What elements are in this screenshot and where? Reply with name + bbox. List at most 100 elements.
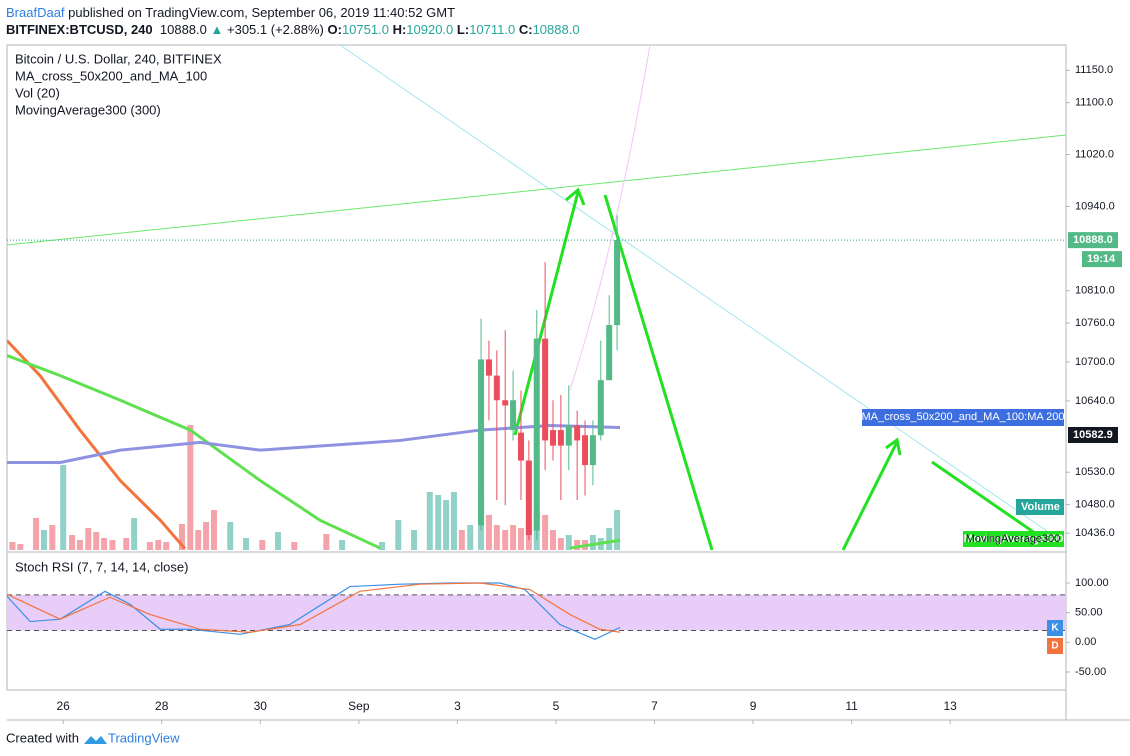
y-tick-label: 11100.0 (1075, 97, 1113, 109)
arrow-head (885, 437, 902, 456)
volume-bar (76, 540, 83, 550)
drawings (6, 44, 1067, 551)
author[interactable]: BraafDaaf (6, 5, 65, 20)
volume-bar (485, 515, 492, 550)
footer-text: Created with (6, 730, 79, 745)
price-label: 19:14 (1087, 253, 1116, 265)
stoch-line (7, 582, 621, 633)
y-tick-label: 11020.0 (1075, 148, 1114, 160)
y-tick-label: 10480.0 (1075, 499, 1115, 511)
x-tick-label: 28 (155, 699, 169, 713)
volume-bar (467, 525, 474, 550)
candle-body (606, 325, 613, 381)
symbol-line: BITFINEX:BTCUSD, 240 10888.0 ▲ +305.1 (+… (6, 22, 580, 37)
price-label-box (862, 409, 1064, 426)
ma-line (7, 354, 381, 550)
legend-entry: Bitcoin / U.S. Dollar, 240, BITFINEX (15, 51, 222, 66)
series-badge-label: D (1051, 641, 1058, 652)
volume-bar (69, 535, 76, 550)
x-tick-label: 30 (254, 699, 268, 713)
legend-entry: MovingAverage300 (300) (15, 102, 161, 117)
candle-body (525, 460, 532, 536)
ma-line (569, 538, 621, 550)
trend-line (339, 44, 1061, 541)
main-pane (7, 215, 621, 550)
volume-bar (323, 534, 330, 550)
candle-body (485, 359, 492, 376)
arrows (513, 187, 1046, 551)
volume-bar (131, 518, 138, 550)
logo (84, 736, 107, 744)
curve (569, 44, 651, 391)
volume-bar (109, 540, 116, 550)
volume-bar (178, 524, 185, 550)
volume-bar (163, 542, 170, 550)
volume-bar (203, 522, 210, 550)
ma-line (7, 424, 621, 464)
volume-bar (275, 532, 282, 550)
symbol: BITFINEX:BTCUSD, 240 (6, 22, 153, 37)
series-badge-label: K (1051, 623, 1059, 634)
volume-bar (606, 528, 613, 550)
volume-bar (502, 530, 509, 550)
volume-bar (155, 540, 162, 550)
volume-bar (93, 532, 100, 550)
x-tick-label: 11 (845, 699, 858, 713)
price-label: Volume (1021, 501, 1060, 513)
footer-brand: TradingView (108, 730, 180, 745)
price-label-box (963, 531, 1064, 547)
candle-body (550, 430, 557, 446)
volume-bar (40, 530, 47, 550)
candle-body (533, 338, 540, 531)
ma-line (7, 339, 187, 550)
price-label-box (1068, 427, 1118, 443)
stoch-line (7, 582, 621, 641)
x-tick-label: 3 (454, 699, 461, 713)
series-badge (1047, 620, 1063, 636)
y-tick-label: 10940.0 (1075, 200, 1115, 212)
volume-bar (557, 538, 564, 550)
price-label: 10582.9 (1073, 429, 1113, 441)
arrow (513, 191, 580, 436)
y-tick-label: 10760.0 (1075, 317, 1115, 329)
arrow: ▲ (210, 22, 224, 37)
volume-bar (33, 518, 40, 550)
volume-bar (187, 425, 194, 550)
volume-bar (542, 515, 549, 550)
candle-body (557, 430, 564, 446)
ohlc-value: 10751.0 (341, 22, 389, 37)
y-tick-label: 10700.0 (1075, 356, 1115, 368)
price-label-box (1016, 499, 1064, 515)
volume-bar (411, 530, 418, 550)
volume-bar (443, 500, 450, 550)
ohlc-label: C: (518, 22, 533, 37)
price-label-box (1068, 232, 1118, 249)
volume-bar (550, 530, 557, 550)
volume-bar (259, 540, 266, 550)
volume-bar (493, 525, 500, 550)
x-tick-label: Sep (348, 699, 370, 713)
volume-bar (210, 510, 217, 550)
y-tick-label: 10640.0 (1075, 395, 1115, 407)
volume-bar (243, 538, 250, 550)
ohlc-value: 10920.0 (406, 22, 454, 37)
candle-body (478, 359, 485, 526)
stoch-pane (7, 582, 1066, 641)
candle-body (493, 375, 500, 401)
legend-entry: Vol (20) (15, 85, 60, 100)
volume-bar (565, 535, 572, 550)
arrow (603, 194, 714, 551)
candle-body (582, 435, 589, 466)
volume-bar (510, 525, 517, 550)
candle-body (510, 400, 517, 431)
volume-bar (49, 525, 56, 550)
candle-body (597, 380, 604, 436)
volume-bar (574, 540, 581, 550)
ohlc-label: H: (392, 22, 407, 37)
price-label: MovingAverage300 (966, 533, 1061, 545)
trend-line (6, 134, 1067, 246)
y-tick-label: 11150.0 (1075, 64, 1113, 76)
volume-bar (17, 544, 24, 550)
